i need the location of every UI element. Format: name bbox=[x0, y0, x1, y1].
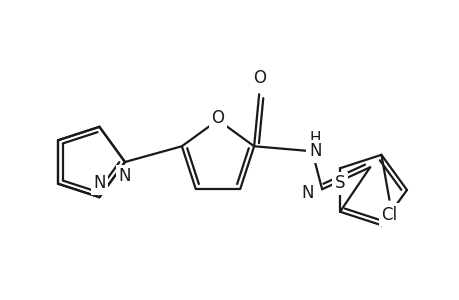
Text: N: N bbox=[118, 167, 131, 185]
Text: O: O bbox=[211, 109, 224, 127]
Text: O: O bbox=[252, 69, 265, 87]
Text: H: H bbox=[309, 131, 320, 146]
Text: N: N bbox=[301, 184, 313, 202]
Text: N: N bbox=[93, 174, 106, 192]
Text: Cl: Cl bbox=[381, 206, 397, 224]
Text: S: S bbox=[334, 174, 345, 192]
Text: N: N bbox=[308, 142, 321, 160]
